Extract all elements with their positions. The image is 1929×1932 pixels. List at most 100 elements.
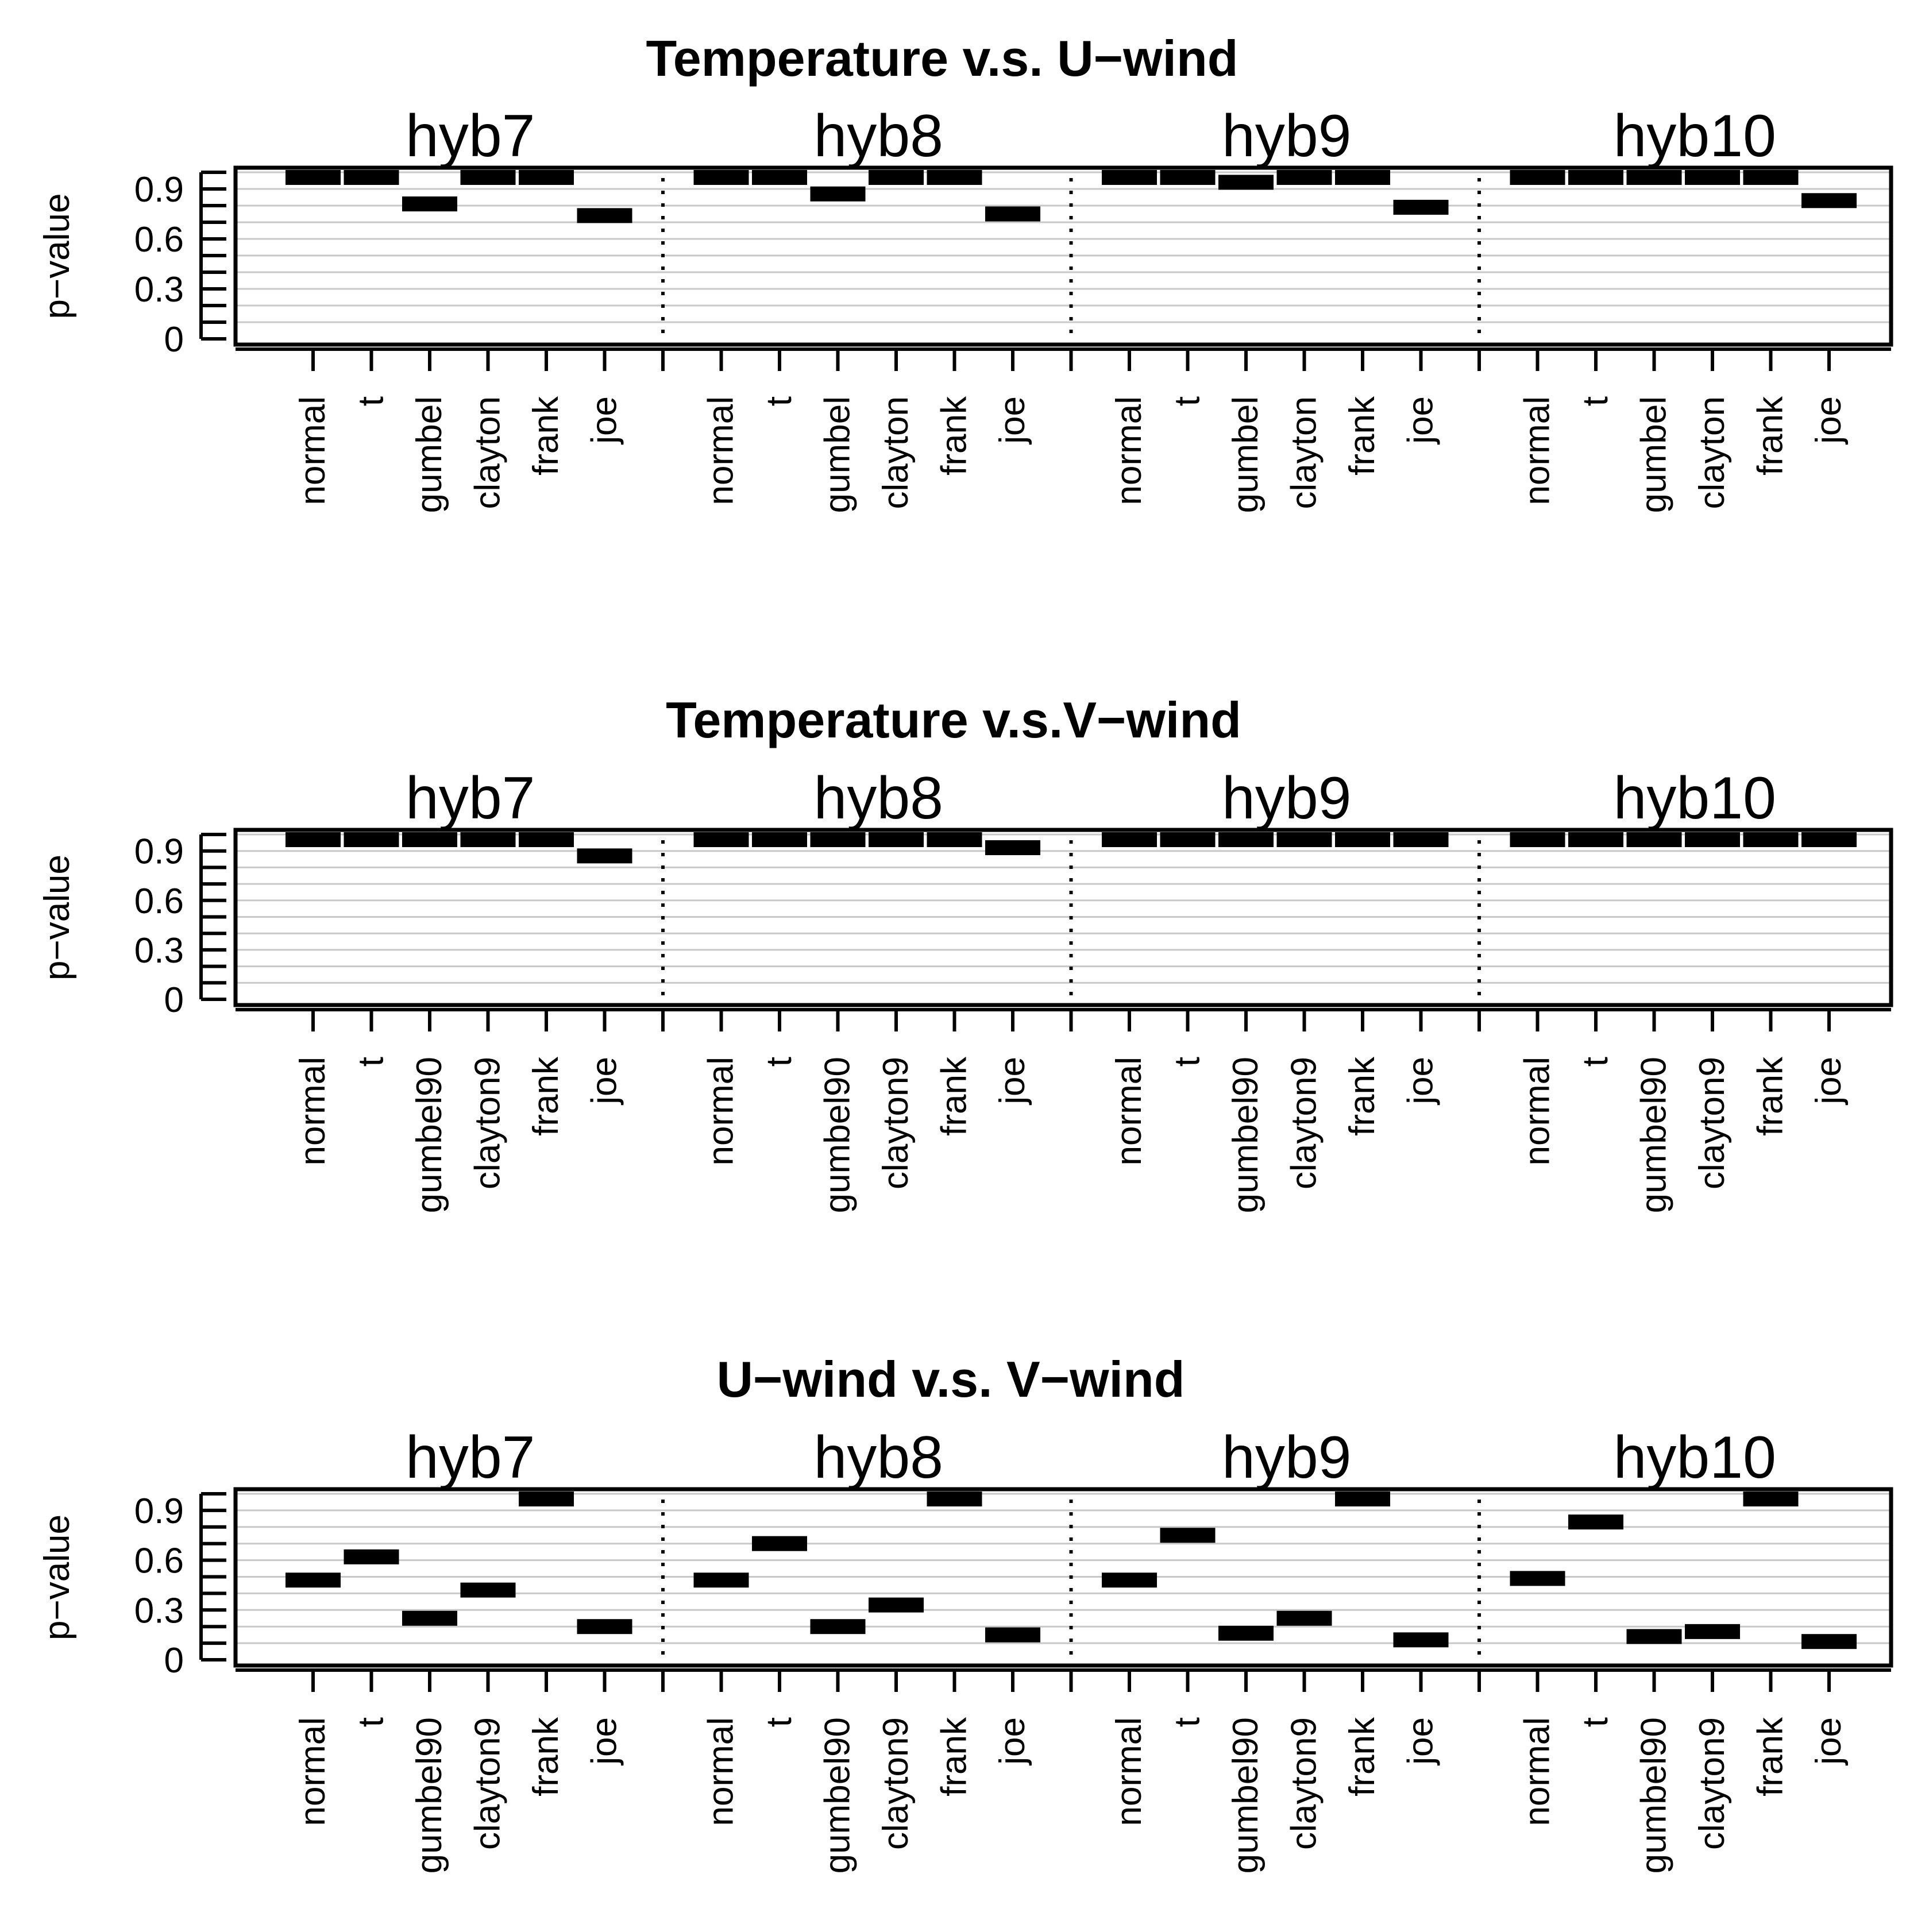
x-tick-label-t: t xyxy=(352,396,391,406)
y-tick-label: 0 xyxy=(164,980,184,1020)
x-tick-label-joe: joe xyxy=(993,396,1032,445)
bar-hyb10-gumbel xyxy=(1626,170,1682,185)
x-tick-label-normal: normal xyxy=(701,1057,741,1166)
panel-title: Temperature v.s. U−wind xyxy=(646,30,1238,87)
x-tick-label-joe: joe xyxy=(1401,396,1441,445)
x-tick-label-frank: frank xyxy=(935,1717,974,1796)
x-tick-label-normal: normal xyxy=(1518,1057,1557,1166)
bar-hyb10-normal xyxy=(1510,832,1565,847)
bar-hyb8-gumbel90 xyxy=(810,832,866,847)
y-axis-label: p−value xyxy=(37,194,77,319)
bar-hyb7-normal xyxy=(286,1572,341,1588)
bar-hyb10-t xyxy=(1568,170,1623,185)
bar-hyb8-joe xyxy=(985,206,1040,222)
x-tick-label-gumbel90: gumbel90 xyxy=(410,1717,449,1873)
x-tick-label-t: t xyxy=(1576,396,1615,406)
bar-hyb7-t xyxy=(344,170,399,185)
bar-hyb10-gumbel90 xyxy=(1626,832,1682,847)
x-tick-label-frank: frank xyxy=(1751,1717,1791,1796)
x-tick-label-joe: joe xyxy=(993,1717,1032,1766)
bar-hyb9-frank xyxy=(1335,832,1390,847)
y-tick-label: 0.3 xyxy=(134,270,184,310)
x-tick-label-frank: frank xyxy=(935,396,974,476)
bar-hyb9-t xyxy=(1160,1528,1216,1543)
x-tick-label-normal: normal xyxy=(1518,1717,1557,1826)
group-label-hyb9: hyb9 xyxy=(1222,1424,1352,1491)
x-tick-label-joe: joe xyxy=(585,1717,624,1766)
bar-hyb10-clayton9 xyxy=(1685,1624,1740,1639)
x-tick-label-clayton: clayton xyxy=(1692,396,1732,509)
x-tick-label-gumbel90: gumbel90 xyxy=(1634,1057,1674,1213)
bar-hyb7-gumbel90 xyxy=(402,832,457,847)
panel-temperature-u-wind: Temperature v.s. U−wind hyb7 hyb8 hyb9 hyb1… xyxy=(37,30,1893,513)
bar-hyb9-frank xyxy=(1335,1491,1390,1506)
x-tick-label-clayton9: clayton9 xyxy=(468,1057,508,1189)
x-tick-label-frank: frank xyxy=(526,396,566,476)
x-tick-label-gumbel90: gumbel90 xyxy=(1226,1717,1266,1873)
bar-hyb7-joe xyxy=(577,848,632,864)
bar-hyb9-gumbel90 xyxy=(1218,1625,1274,1641)
group-label-hyb8: hyb8 xyxy=(813,103,943,169)
bar-hyb8-t xyxy=(752,1536,807,1551)
x-tick-label-frank: frank xyxy=(526,1056,566,1136)
x-tick-label-t: t xyxy=(1576,1717,1615,1727)
bar-hyb9-normal xyxy=(1102,832,1157,847)
group-label-hyb8: hyb8 xyxy=(813,765,943,832)
x-tick-label-normal: normal xyxy=(1109,1717,1149,1826)
panel-title: U−wind v.s. V−wind xyxy=(717,1351,1185,1408)
x-tick-label-gumbel90: gumbel90 xyxy=(818,1717,858,1873)
group-label-hyb10: hyb10 xyxy=(1614,765,1776,832)
x-tick-label-clayton9: clayton9 xyxy=(468,1717,508,1850)
bar-hyb8-joe xyxy=(985,840,1040,855)
x-tick-label-joe: joe xyxy=(1809,1717,1849,1766)
bar-hyb8-frank xyxy=(927,1491,982,1506)
x-tick-label-clayton9: clayton9 xyxy=(1284,1717,1324,1850)
x-tick-label-clayton9: clayton9 xyxy=(1284,1057,1324,1189)
group-label-hyb9: hyb9 xyxy=(1222,765,1352,832)
group-label-hyb10: hyb10 xyxy=(1614,1424,1776,1491)
y-tick-label: 0 xyxy=(164,320,184,360)
panel-temperature-v-wind: Temperature v.s.V−wind hyb7 hyb8 hyb9 hyb10… xyxy=(37,691,1893,1213)
bar-hyb10-frank xyxy=(1743,832,1799,847)
x-tick-label-t: t xyxy=(759,1057,799,1067)
plot-frame xyxy=(233,165,1893,347)
bar-hyb8-frank xyxy=(927,170,982,185)
bar-hyb7-clayton xyxy=(460,170,516,185)
bar-hyb9-frank xyxy=(1335,170,1390,185)
x-tick-label-clayton: clayton xyxy=(876,396,916,509)
group-label-hyb8: hyb8 xyxy=(813,1424,943,1491)
bar-hyb7-gumbel xyxy=(402,196,457,212)
x-tick-label-gumbel: gumbel xyxy=(818,396,858,513)
x-tick-label-t: t xyxy=(352,1717,391,1727)
bar-hyb8-clayton xyxy=(869,170,924,185)
y-tick-label: 0.6 xyxy=(134,220,184,260)
bar-hyb10-joe xyxy=(1801,1634,1857,1649)
x-tick-label-gumbel: gumbel xyxy=(1226,396,1266,513)
bar-hyb7-joe xyxy=(577,1619,632,1635)
x-tick-label-clayton9: clayton9 xyxy=(1692,1057,1732,1189)
bar-hyb8-gumbel90 xyxy=(810,1619,866,1635)
group-label-hyb9: hyb9 xyxy=(1222,103,1352,169)
y-tick-label: 0.3 xyxy=(134,1591,184,1630)
bar-hyb8-normal xyxy=(693,832,749,847)
x-tick-label-normal: normal xyxy=(293,396,333,505)
bar-hyb8-frank xyxy=(927,832,982,847)
bar-hyb9-t xyxy=(1160,832,1216,847)
x-tick-label-t: t xyxy=(1168,396,1207,406)
y-tick-label: 0.9 xyxy=(134,1491,184,1531)
x-tick-label-normal: normal xyxy=(701,396,741,505)
x-tick-label-joe: joe xyxy=(1401,1717,1441,1766)
x-tick-label-gumbel90: gumbel90 xyxy=(410,1057,449,1213)
bar-hyb9-clayton xyxy=(1276,170,1332,185)
bar-hyb10-normal xyxy=(1510,1571,1565,1586)
bar-hyb10-t xyxy=(1568,832,1623,847)
x-tick-label-t: t xyxy=(1576,1057,1615,1067)
x-tick-label-gumbel90: gumbel90 xyxy=(1634,1717,1674,1873)
group-label-hyb7: hyb7 xyxy=(406,103,535,169)
bar-hyb10-t xyxy=(1568,1514,1623,1530)
bar-hyb9-joe xyxy=(1393,199,1449,215)
x-tick-label-clayton9: clayton9 xyxy=(1692,1717,1732,1850)
y-tick-label: 0.6 xyxy=(134,882,184,921)
bar-hyb7-clayton9 xyxy=(460,832,516,847)
